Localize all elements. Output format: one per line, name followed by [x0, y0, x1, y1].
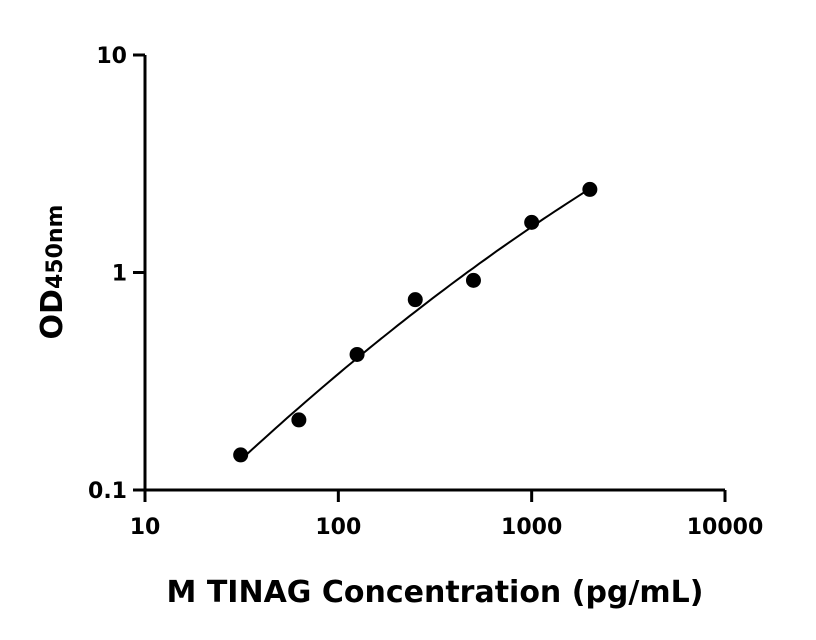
data-point	[465, 272, 481, 288]
x-axis-label: M TINAG Concentration (pg/mL)	[167, 575, 704, 610]
data-point	[407, 292, 423, 308]
data-points	[233, 181, 598, 463]
y-tick-label: 0.1	[88, 479, 127, 504]
tick-labels: 10 100 1000 10000 0.1 1 10	[88, 44, 763, 540]
data-point	[349, 346, 365, 362]
data-point	[582, 181, 598, 197]
x-tick-label: 10	[130, 515, 161, 540]
y-tick-label: 1	[112, 262, 127, 287]
axes	[133, 53, 727, 502]
y-tick-label: 10	[96, 44, 127, 69]
data-point	[524, 214, 540, 230]
x-tick-label: 100	[315, 515, 361, 540]
x-tick-label: 1000	[501, 515, 562, 540]
data-point	[233, 447, 249, 463]
y-axis-label: OD450nm	[35, 205, 70, 340]
y-axis-label-subscript: 450nm	[43, 205, 68, 290]
x-tick-label: 10000	[687, 515, 764, 540]
data-point	[291, 412, 307, 428]
